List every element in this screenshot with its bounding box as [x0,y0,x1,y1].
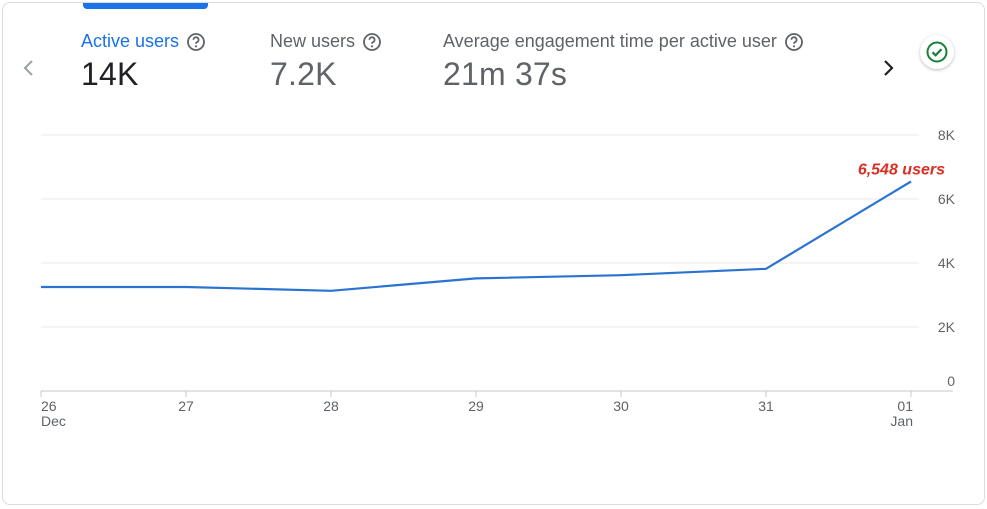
x-tick-label: 26 [41,398,57,414]
metric-value: 21m 37s [443,56,568,92]
annotation-layer: 6,548 users [858,161,945,178]
next-button[interactable] [875,54,903,82]
x-tick-month-label: Dec [41,413,66,429]
help-icon[interactable] [784,32,804,52]
metric-value: 14K [81,56,139,92]
metric-label: New users [270,31,356,51]
x-tick-label: 30 [613,398,629,414]
data-point[interactable] [615,269,627,281]
metric-label: Active users [81,31,180,51]
x-tick-label: 01 [897,398,913,414]
y-tick-label: 8K [938,127,956,143]
selected-tab-indicator [83,3,208,9]
x-tick-label: 28 [323,398,339,414]
y-axis: 0 2K 4K 6K 8K [938,127,956,389]
last-value-annotation: 6,548 users [858,161,945,178]
y-tick-label: 6K [938,191,956,207]
help-icon[interactable] [186,32,206,52]
help-icon[interactable] [362,32,382,52]
previous-button[interactable] [14,54,42,82]
data-point[interactable] [470,272,482,284]
chevron-right-icon [884,60,894,76]
chevron-left-icon [23,60,33,76]
metric-label: Average engagement time per active user [443,31,777,51]
x-tick-label: 31 [758,398,774,414]
metric-new-users[interactable]: New users 7.2K [270,31,382,93]
y-tick-label: 4K [938,255,956,271]
data-point[interactable] [180,281,192,293]
grid-lines [41,134,953,392]
x-tick-month-label: Jan [890,413,913,429]
data-point[interactable] [760,263,772,275]
metric-active-users[interactable]: Active users 14K [81,31,206,93]
series-layer [35,180,912,297]
metric-value: 7.2K [270,56,337,92]
metric-engagement-time[interactable]: Average engagement time per active user … [443,31,804,93]
x-tick-label: 29 [468,398,484,414]
series-line-active-users[interactable] [41,180,912,292]
check-circle-icon [926,41,948,63]
data-point[interactable] [35,281,47,293]
y-tick-label: 0 [947,373,955,389]
y-tick-label: 2K [938,319,956,335]
status-button[interactable] [920,35,954,69]
x-tick-label: 27 [178,398,194,414]
data-point[interactable] [325,285,337,297]
